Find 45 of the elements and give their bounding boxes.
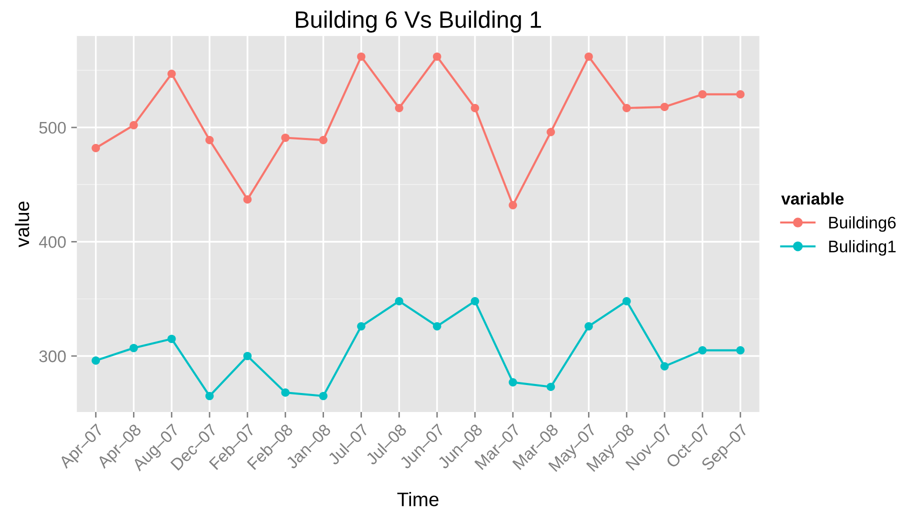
- point: [130, 121, 138, 130]
- point: [394, 104, 404, 112]
- point: [698, 346, 707, 354]
- point: [205, 392, 214, 400]
- point: [470, 104, 480, 112]
- point: [432, 52, 442, 61]
- point: [319, 392, 328, 400]
- point: [546, 128, 555, 136]
- y-tick-label: 400: [39, 236, 66, 248]
- chart-title: Building 6 Vs Building 1: [296, 10, 541, 33]
- point: [622, 296, 631, 306]
- point: [167, 70, 176, 78]
- point: [508, 378, 518, 386]
- point: [584, 52, 593, 61]
- point: [736, 90, 745, 98]
- point: [281, 388, 290, 397]
- point: [205, 136, 214, 144]
- y-axis-title: value: [14, 202, 30, 248]
- point: [432, 322, 442, 330]
- point: [357, 52, 366, 61]
- legend-label: Buliding1: [829, 240, 896, 256]
- point: [319, 136, 328, 144]
- point: [281, 134, 290, 142]
- point: [167, 334, 176, 344]
- point: [243, 195, 252, 204]
- x-axis-title: Time: [397, 492, 438, 506]
- point: [243, 352, 252, 360]
- point: [736, 346, 745, 354]
- point: [130, 344, 138, 352]
- point: [698, 90, 707, 98]
- point: [92, 144, 100, 152]
- point: [546, 382, 555, 392]
- point: [660, 362, 669, 370]
- point: [394, 296, 404, 306]
- legend-label: Building6: [829, 216, 896, 232]
- point: [508, 201, 518, 210]
- point: [622, 104, 631, 112]
- point: [92, 356, 100, 365]
- legend-title: variable: [781, 192, 844, 205]
- point: [357, 322, 366, 330]
- y-tick-label: 500: [39, 122, 66, 134]
- point: [470, 296, 480, 306]
- y-tick-label: 300: [39, 350, 66, 362]
- point: [660, 102, 669, 112]
- point: [584, 322, 593, 330]
